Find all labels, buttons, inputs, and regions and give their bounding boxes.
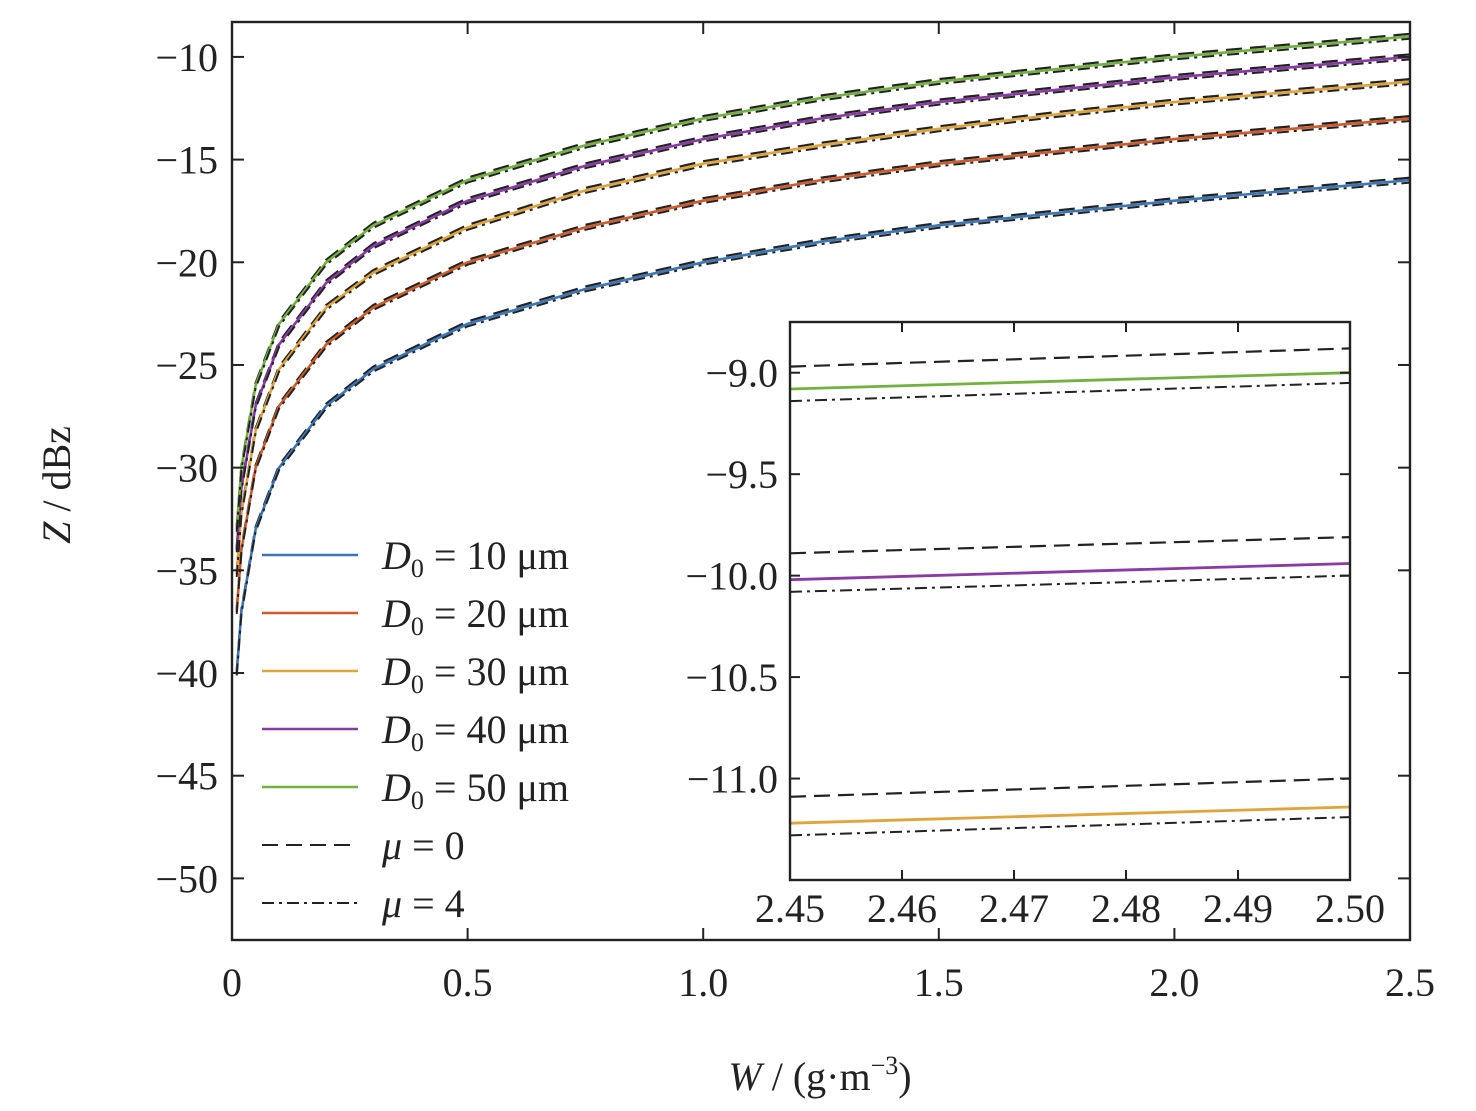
inset-y-tick-label: −9.5 — [705, 452, 778, 497]
inset-series-1-line — [789, 371, 1351, 391]
inset-series-2-mu0-line — [789, 536, 1351, 555]
legend-label-1: D0 = 10 μm — [381, 533, 569, 583]
inset-x-tick-label: 2.46 — [867, 886, 937, 931]
x-tick-label: 2.0 — [1149, 960, 1199, 1005]
x-tick-label: 0 — [222, 960, 242, 1005]
inset-y-tick-label: −11.0 — [687, 757, 778, 802]
legend: D0 = 10 μm D0 = 20 μm D0 = 30 μm D0 = 40 μm… — [262, 533, 569, 926]
main-frame — [230, 20, 1412, 942]
legend-label-5: D0 = 50 μm — [381, 765, 569, 815]
series-5-mu0-line — [235, 32, 1411, 527]
y-tick-label: −10 — [155, 35, 218, 80]
inset-frame — [788, 320, 1352, 882]
inset-plot: 2.45 2.46 2.47 2.48 2.49 2.50 −9.0 −9.5 −10.0 −10… — [685, 320, 1385, 931]
inset-background — [790, 322, 1350, 880]
inset-y-tick-label: −9.0 — [705, 351, 778, 396]
series-4-mu0-line — [235, 53, 1411, 548]
series-2-mu4-line — [235, 120, 1411, 614]
legend-label-7: μ = 4 — [381, 881, 465, 926]
y-tick-label: −25 — [155, 343, 218, 388]
inset-x-tick-label: 2.48 — [1091, 886, 1161, 931]
inset-series-3-mu0-line — [789, 777, 1351, 798]
main-axes: 0 0.5 1.0 1.5 2.0 2.5 −10 −15 −20 −25 −30 −35 −40 −45… — [155, 20, 1435, 1005]
inset-series-2-line — [789, 562, 1351, 582]
inset-series-3-line — [789, 805, 1351, 825]
series-1-mu0-line — [235, 176, 1411, 671]
x-tick-label: 2.5 — [1385, 960, 1435, 1005]
x-axis-label: W / (g·m−3) — [728, 1051, 911, 1099]
x-tick-label: 1.0 — [678, 960, 728, 1005]
x-tick-label: 1.5 — [914, 960, 964, 1005]
inset-series-3-mu4-line — [789, 816, 1351, 837]
series-4-mu4-line — [235, 58, 1411, 553]
legend-label-3: D0 = 30 μm — [381, 649, 569, 699]
inset-x-tick-label: 2.49 — [1203, 886, 1273, 931]
inset-x-tick-label: 2.50 — [1315, 886, 1385, 931]
main-series-lines — [235, 32, 1411, 676]
y-axis-label: Z / dBz — [34, 426, 79, 544]
series-3-mu0-line — [235, 78, 1411, 573]
y-tick-label: −35 — [155, 548, 218, 593]
inset-series-1-mu0-line — [789, 347, 1351, 368]
legend-label-4: D0 = 40 μm — [381, 707, 569, 757]
y-tick-label: −20 — [155, 240, 218, 285]
series-2-mu0-line — [235, 115, 1411, 609]
y-tick-label: −50 — [155, 856, 218, 901]
legend-label-2: D0 = 20 μm — [381, 591, 569, 641]
legend-label-6: μ = 0 — [381, 823, 465, 868]
inset-y-tick-label: −10.5 — [685, 655, 778, 700]
inset-y-tick-label: −10.0 — [685, 554, 778, 599]
inset-series-1-mu4-line — [789, 381, 1351, 403]
inset-x-tick-label: 2.45 — [755, 886, 825, 931]
y-tick-label: −30 — [155, 446, 218, 491]
y-tick-label: −15 — [155, 138, 218, 183]
series-5-mu4-line — [235, 37, 1411, 532]
y-tick-label: −45 — [155, 754, 218, 799]
series-3-mu4-line — [235, 83, 1411, 577]
series-1-mu4-line — [235, 181, 1411, 676]
x-tick-label: 0.5 — [443, 960, 493, 1005]
inset-series-2-mu4-line — [789, 574, 1351, 593]
inset-x-tick-label: 2.47 — [979, 886, 1049, 931]
y-tick-label: −40 — [155, 651, 218, 696]
